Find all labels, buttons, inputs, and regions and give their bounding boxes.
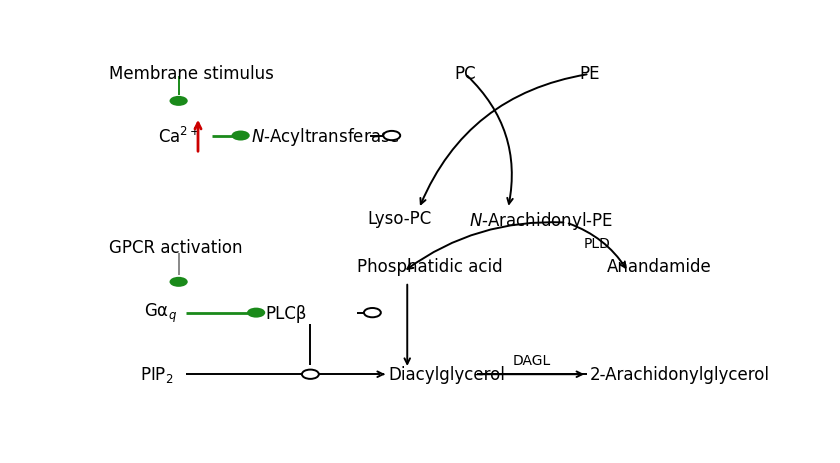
Circle shape — [364, 308, 381, 318]
Text: Ca$^{2+}$: Ca$^{2+}$ — [158, 126, 200, 146]
Circle shape — [383, 131, 400, 141]
Text: PIP$_2$: PIP$_2$ — [140, 364, 173, 384]
Text: $N$-Acyltransferase: $N$-Acyltransferase — [250, 125, 400, 147]
Circle shape — [247, 308, 265, 318]
Text: Diacylglycerol: Diacylglycerol — [388, 365, 505, 383]
Text: PE: PE — [579, 65, 600, 83]
Text: PLD: PLD — [584, 237, 611, 251]
Text: GPCR activation: GPCR activation — [109, 238, 243, 257]
Text: Gα$_q$: Gα$_q$ — [144, 301, 176, 325]
Text: 2-Arachidonylglycerol: 2-Arachidonylglycerol — [590, 365, 769, 383]
Circle shape — [170, 97, 187, 106]
Circle shape — [170, 277, 187, 287]
Text: PC: PC — [454, 65, 476, 83]
Circle shape — [302, 370, 319, 379]
Text: Membrane stimulus: Membrane stimulus — [109, 65, 274, 83]
Text: PLCβ: PLCβ — [265, 304, 307, 322]
Circle shape — [232, 131, 249, 141]
Text: Anandamide: Anandamide — [607, 258, 712, 276]
Text: $N$-Arachidonyl-PE: $N$-Arachidonyl-PE — [470, 209, 613, 231]
Text: Phosphatidic acid: Phosphatidic acid — [357, 258, 502, 276]
Text: DAGL: DAGL — [512, 354, 550, 368]
Text: Lyso-PC: Lyso-PC — [367, 209, 432, 227]
